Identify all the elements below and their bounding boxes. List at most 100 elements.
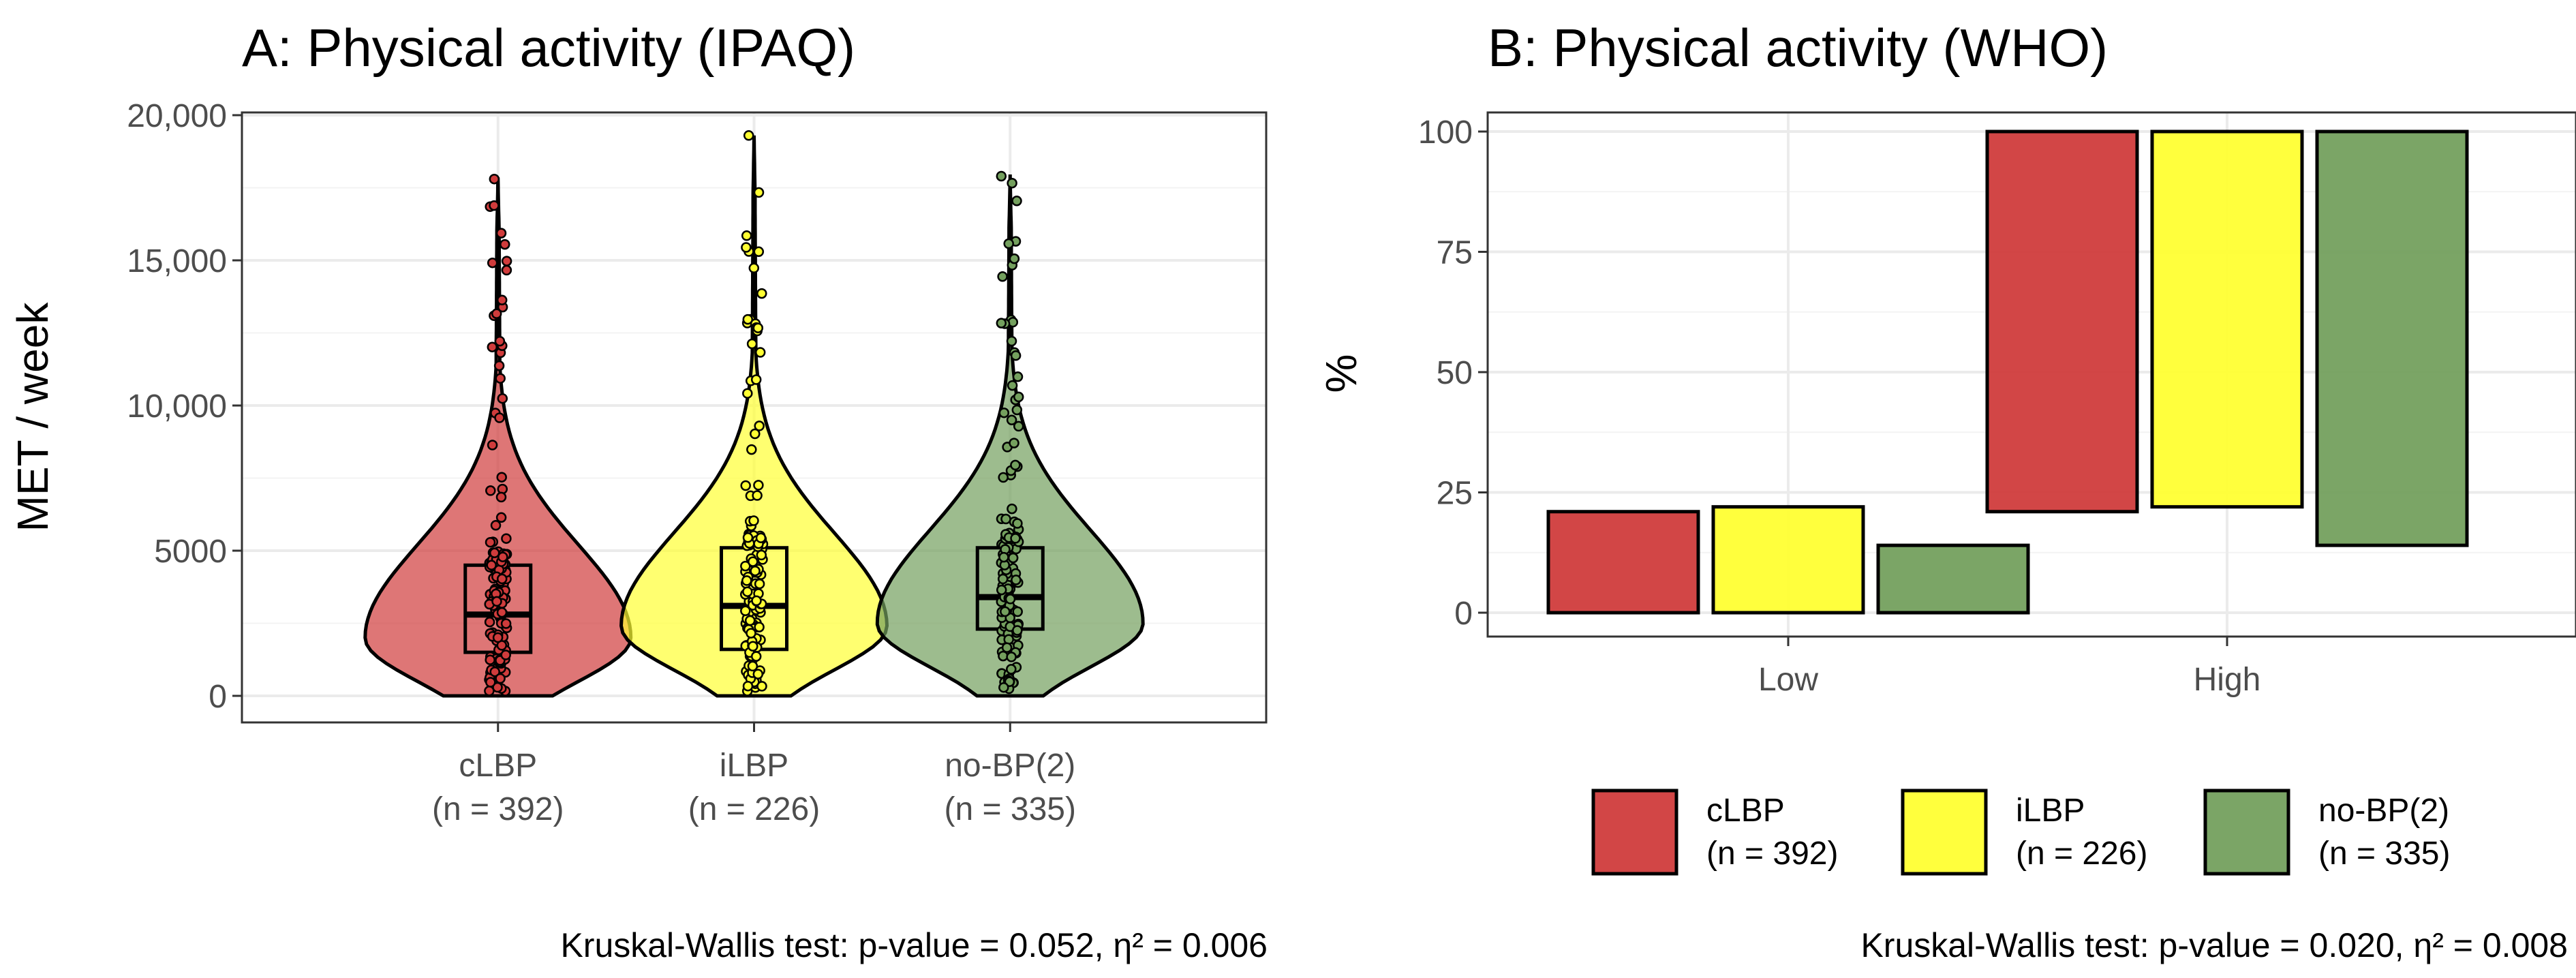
- data-point: [746, 338, 758, 350]
- data-point: [495, 491, 507, 503]
- data-point: [497, 551, 508, 562]
- data-point: [1006, 664, 1017, 675]
- data-point: [752, 669, 764, 679]
- data-point: [748, 515, 759, 526]
- data-point: [746, 628, 756, 639]
- bar-high-cLBP: [1985, 129, 2139, 514]
- data-point: [489, 173, 500, 185]
- data-point: [1006, 414, 1017, 426]
- data-point: [487, 440, 498, 450]
- data-point: [495, 673, 506, 684]
- bar-low-no-BP(2): [1876, 543, 2030, 615]
- data-point: [496, 294, 508, 306]
- data-point: [1007, 380, 1018, 391]
- data-point: [491, 308, 502, 320]
- data-point: [1013, 421, 1024, 432]
- panel-b-y-axis-label: %: [1317, 354, 1366, 393]
- data-point: [494, 412, 505, 423]
- data-point: [748, 262, 760, 274]
- data-point: [485, 536, 496, 548]
- data-point: [489, 666, 500, 677]
- data-point: [750, 428, 761, 440]
- data-point: [500, 650, 511, 660]
- data-point: [1013, 391, 1024, 403]
- data-point: [1006, 652, 1017, 662]
- data-point: [747, 660, 758, 672]
- data-point: [496, 607, 508, 618]
- panel-b: B: Physical activity (WHO) 0 25 50 75 100 Lo…: [1317, 18, 2576, 964]
- legend-n-label: (n = 392): [1706, 836, 1838, 872]
- data-point: [998, 407, 1010, 418]
- y-tick-label: 50: [1437, 355, 1473, 391]
- data-point: [495, 373, 506, 384]
- data-point: [494, 335, 506, 347]
- data-point: [750, 651, 762, 662]
- y-tick-label: 0: [209, 679, 227, 715]
- data-point: [756, 681, 767, 692]
- data-point: [753, 480, 764, 491]
- data-point: [485, 485, 496, 496]
- data-point: [489, 200, 500, 211]
- data-point: [1012, 518, 1023, 529]
- bar-high-no-BP(2): [2315, 129, 2469, 547]
- y-tick-label: 0: [1454, 596, 1473, 632]
- data-point: [742, 314, 754, 325]
- data-point: [1010, 533, 1021, 544]
- data-point: [998, 650, 1009, 662]
- y-tick-label: 5000: [154, 534, 227, 570]
- panel-a: A: Physical activity (IPAQ) 0 5000 10,000 1…: [8, 18, 1268, 964]
- x-tick-label: cLBP: [459, 748, 537, 784]
- x-tick-label: iLBP: [720, 748, 788, 784]
- x-tick-n-label: (n = 392): [432, 791, 564, 827]
- y-tick-label: 10,000: [127, 388, 227, 425]
- data-point: [744, 615, 756, 626]
- data-point: [754, 578, 765, 590]
- data-point: [742, 388, 753, 399]
- data-point: [496, 573, 508, 585]
- legend-n-label: (n = 335): [2318, 836, 2450, 872]
- data-point: [743, 130, 754, 141]
- data-point: [740, 480, 751, 491]
- data-point: [1001, 642, 1013, 653]
- panel-b-border: [1486, 111, 2576, 638]
- data-point: [754, 622, 765, 632]
- panel-a-caption: Kruskal-Wallis test: p-value = 0.052, η²…: [560, 926, 1268, 964]
- legend-n-label: (n = 226): [2016, 836, 2147, 872]
- data-point: [485, 654, 495, 665]
- data-point: [740, 560, 751, 572]
- bar-low-iLBP: [1711, 505, 1865, 615]
- legend-label: no-BP(2): [2318, 793, 2449, 829]
- data-point: [1012, 625, 1023, 636]
- y-tick-label: 20,000: [127, 98, 227, 134]
- data-point: [501, 533, 512, 544]
- data-point: [486, 560, 497, 571]
- data-point: [1009, 253, 1020, 264]
- legend-label: iLBP: [2016, 793, 2085, 829]
- bar-high-iLBP: [2150, 129, 2304, 509]
- data-point: [1007, 552, 1019, 564]
- data-point: [501, 264, 512, 276]
- data-point: [998, 472, 1009, 483]
- data-point: [500, 239, 510, 250]
- data-point: [741, 575, 752, 586]
- x-tick-label: High: [2194, 662, 2261, 698]
- data-point: [997, 573, 1009, 585]
- data-point: [997, 271, 1008, 282]
- data-point: [748, 556, 758, 567]
- data-point: [750, 565, 761, 577]
- x-tick-label: no-BP(2): [945, 748, 1075, 784]
- data-point: [495, 512, 507, 523]
- legend: cLBP (n = 392) iLBP (n = 226) no-BP(2) (n = 3…: [1591, 789, 2450, 876]
- data-point: [996, 170, 1007, 182]
- data-point: [756, 288, 767, 299]
- y-tick-label: 100: [1418, 114, 1473, 151]
- legend-key-iLBP: [1901, 789, 1988, 876]
- legend-label: cLBP: [1706, 793, 1785, 829]
- data-point: [1011, 575, 1022, 585]
- data-point: [500, 618, 512, 629]
- panel-b-title: B: Physical activity (WHO): [1488, 18, 2108, 78]
- data-point: [751, 595, 762, 607]
- data-point: [1012, 606, 1023, 617]
- data-point: [756, 549, 767, 561]
